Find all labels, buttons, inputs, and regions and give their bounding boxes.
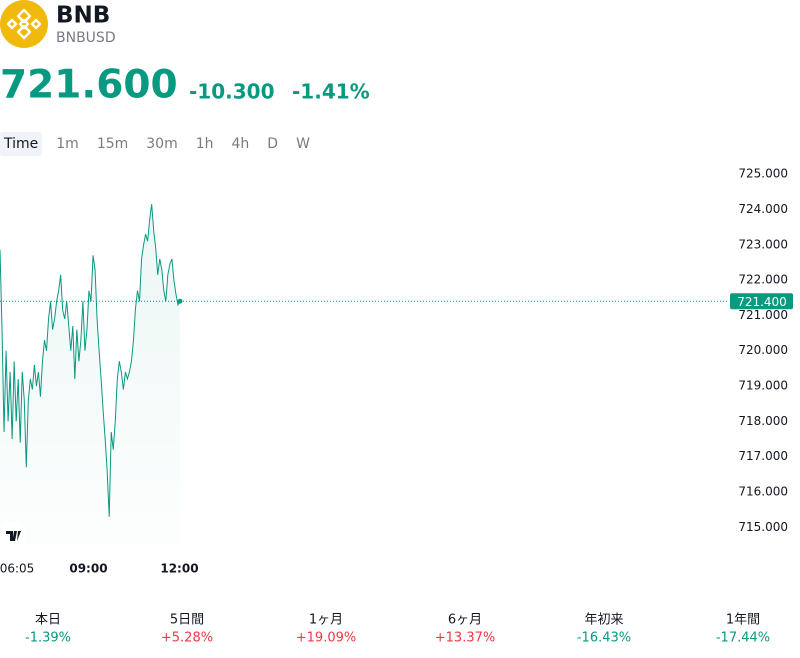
interval-tab[interactable]: Time [3, 136, 38, 152]
performance-change: +19.09% [296, 631, 356, 646]
last-point [177, 298, 183, 304]
y-tick-label: 721.000 [738, 308, 788, 322]
performance-period[interactable]: 1年間 [726, 613, 760, 628]
performance-period[interactable]: 年初来 [584, 612, 623, 628]
tab-highlight [0, 132, 43, 156]
performance-period[interactable]: 本日 [35, 613, 61, 628]
x-tick-label: 06:05 [0, 562, 34, 576]
performance-change: -1.39% [25, 631, 71, 646]
interval-tab[interactable]: 4h [232, 136, 250, 152]
y-tick-label: 716.000 [738, 485, 788, 499]
performance-change: +5.28% [161, 631, 213, 646]
x-tick-label: 12:00 [160, 562, 198, 576]
price: 721.600 [0, 63, 178, 108]
asset-name: BNB [56, 3, 110, 29]
price-change: -10.300 [189, 80, 274, 104]
tradingview-logo [0, 522, 26, 550]
plot: 715.000 716.000 717.000 718.000 719.000 720.0… [0, 167, 793, 576]
price-change-percent: -1.41% [292, 80, 370, 104]
area-fill [0, 204, 180, 545]
y-tick-label: 725.000 [738, 167, 788, 181]
y-tick-label: 723.000 [738, 237, 788, 251]
performance-change: -17.44% [716, 631, 770, 646]
interval-tab[interactable]: W [296, 136, 310, 152]
y-tick-label: 720.000 [738, 343, 788, 357]
asset-symbol: BNBUSD [56, 30, 116, 46]
interval-tab[interactable]: 15m [97, 136, 128, 152]
interval-tab[interactable]: 30m [146, 136, 177, 152]
performance-change: -16.43% [577, 631, 631, 646]
y-tick-label: 717.000 [738, 449, 788, 463]
last-price-badge [730, 293, 793, 310]
y-tick-label: 722.000 [738, 273, 788, 287]
last-price-label: 721.400 [737, 295, 787, 309]
interval-tabs: Time 1m 15m 30m 1h 4h D W [0, 132, 310, 156]
y-tick-label: 719.000 [738, 379, 788, 393]
performance-period[interactable]: 1ヶ月 [309, 613, 343, 628]
logo [0, 0, 48, 48]
performance-period[interactable]: 6ヶ月 [448, 613, 482, 628]
x-tick-label: 09:00 [69, 562, 107, 576]
price-line [0, 204, 181, 517]
performance-change: +13.37% [435, 631, 495, 646]
interval-tab[interactable]: D [267, 136, 278, 152]
y-tick-label: 715.000 [738, 520, 788, 534]
y-tick-label: 718.000 [738, 414, 788, 428]
interval-tab[interactable]: 1h [196, 136, 214, 152]
interval-tab[interactable]: 1m [56, 136, 79, 152]
performance-table: 本日 -1.39% 5日間 +5.28% 1ヶ月 +19.09% 6ヶ月 +13.37% 年初来… [25, 612, 770, 646]
performance-period[interactable]: 5日間 [170, 613, 204, 628]
y-tick-label: 724.000 [738, 202, 788, 216]
